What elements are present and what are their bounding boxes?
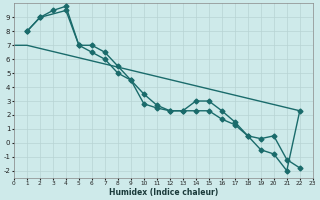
X-axis label: Humidex (Indice chaleur): Humidex (Indice chaleur) (109, 188, 218, 197)
